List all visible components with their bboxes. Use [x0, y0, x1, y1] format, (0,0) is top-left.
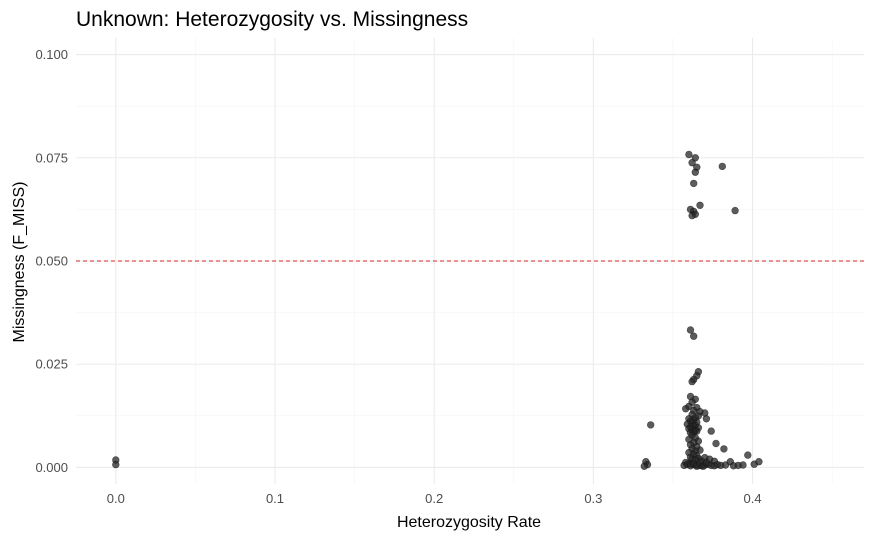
data-point — [755, 458, 763, 466]
x-tick-label: 0.0 — [107, 491, 125, 506]
x-axis-title: Heterozygosity Rate — [397, 514, 541, 531]
data-point — [688, 159, 696, 167]
data-point — [685, 150, 693, 159]
y-tick-label: 0.025 — [35, 357, 68, 372]
data-point — [112, 460, 120, 469]
data-point — [640, 462, 648, 470]
data-point — [696, 201, 704, 210]
x-tick-label: 0.3 — [584, 491, 602, 506]
data-point — [702, 415, 711, 423]
data-point — [686, 326, 695, 334]
data-point — [707, 427, 715, 435]
x-tick-label: 0.2 — [425, 491, 443, 506]
y-tick-label: 0.050 — [35, 254, 68, 269]
y-tick-label: 0.000 — [35, 460, 68, 475]
data-point — [689, 179, 698, 188]
data-point — [718, 162, 726, 171]
x-tick-labels: 0.0 0.1 0.2 0.3 0.4 — [107, 491, 762, 506]
chart-title: Unknown: Heterozygosity vs. Missingness — [76, 8, 468, 31]
y-axis-title: Missingness (F_MISS) — [11, 182, 28, 343]
y-tick-label: 0.075 — [35, 150, 68, 165]
y-tick-labels: 0.000 0.025 0.050 0.075 0.100 — [35, 47, 68, 475]
data-point — [744, 451, 752, 459]
data-point — [691, 168, 699, 176]
x-tick-label: 0.4 — [744, 491, 762, 506]
data-point — [689, 332, 698, 340]
data-points — [112, 150, 763, 470]
data-point — [688, 211, 696, 220]
data-point — [646, 421, 655, 429]
data-point — [720, 445, 728, 453]
data-point — [739, 461, 747, 469]
data-point — [702, 458, 711, 467]
data-point — [731, 206, 739, 215]
y-tick-label: 0.100 — [35, 47, 68, 62]
data-point — [681, 405, 690, 413]
data-point — [688, 377, 696, 386]
x-tick-label: 0.1 — [266, 491, 284, 506]
data-point — [712, 439, 720, 448]
